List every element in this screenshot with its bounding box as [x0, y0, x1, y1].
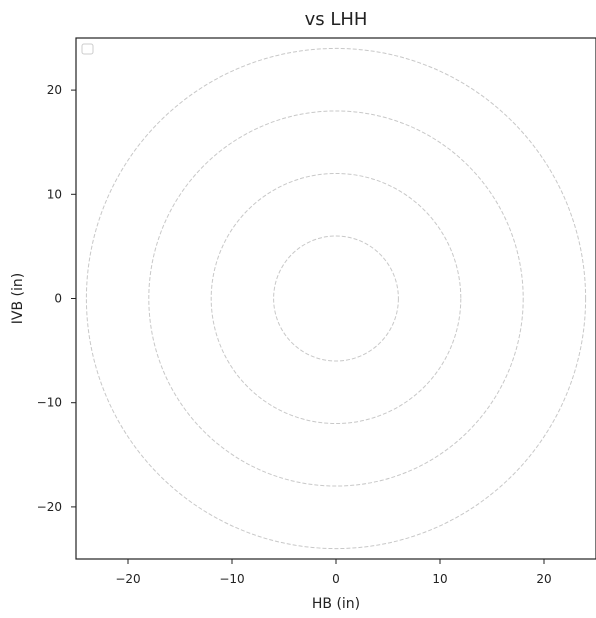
y-tick-label: 10: [47, 187, 62, 201]
x-tick-label: 20: [536, 572, 551, 586]
y-axis-label: IVB (in): [10, 273, 26, 324]
reference-circle-18: [148, 110, 524, 487]
chart-title: vs LHH: [305, 9, 368, 30]
x-tick-label: 10: [432, 572, 447, 586]
plot-area-frame: [75, 37, 596, 560]
x-tick-label: −20: [115, 572, 140, 586]
y-tick-label: −20: [37, 500, 62, 514]
reference-circle-24: [85, 47, 587, 550]
x-tick-label: 0: [332, 572, 340, 586]
legend-frame: [81, 43, 94, 55]
reference-circle-12: [210, 172, 462, 425]
reference-circle-6: [273, 235, 399, 362]
x-tick-label: −10: [219, 572, 244, 586]
y-tick-label: −10: [37, 396, 62, 410]
x-axis-label: HB (in): [312, 596, 360, 612]
x-axis-ticks: −20 −10 0 10 20: [115, 559, 552, 586]
legend: [81, 43, 94, 55]
y-tick-label: 20: [47, 83, 62, 97]
reference-circles: [85, 47, 587, 550]
y-tick-label: 0: [54, 292, 62, 306]
y-axis-ticks: −20 −10 0 10 20: [37, 83, 76, 514]
